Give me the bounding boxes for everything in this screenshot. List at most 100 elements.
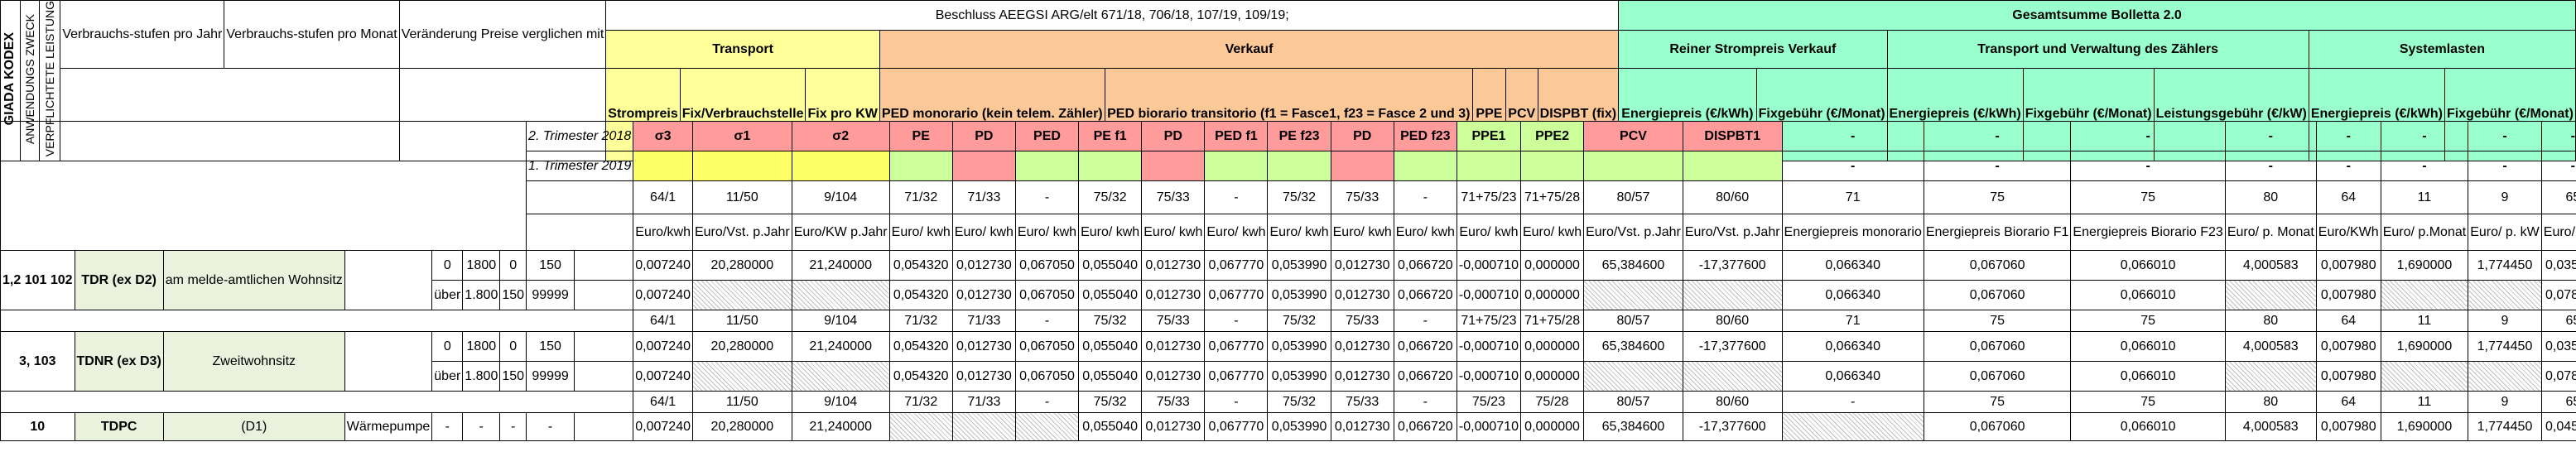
code-cell: 80 [2224, 310, 2317, 332]
unit-cell: Euro/KWh [2315, 214, 2381, 251]
value-cell: 0,012730 [1330, 412, 1394, 441]
value-cell: 0,053990 [1267, 412, 1331, 441]
value-cell [691, 361, 792, 392]
value-cell: 0,007240 [633, 280, 693, 310]
von-kwh-monat: 150 [499, 361, 527, 392]
blank-cell [574, 412, 634, 441]
value-cell: 0,067050 [1014, 361, 1080, 392]
value-cell: 0,012730 [1141, 412, 1206, 441]
code-cell: 11 [2380, 180, 2469, 214]
value-cell: 0,054320 [888, 250, 953, 281]
code-row: 64/1 11/50 9/104 71/32 71/33-75/32 75/33-75/3… [1, 180, 2576, 214]
table-row: 1,2 101 102 TDR (ex D2) am melde-amtlichen… [0, 250, 2576, 310]
value-cell [791, 361, 890, 392]
period-value: PED [1014, 121, 1080, 151]
code-cell: 75/33 [1330, 310, 1394, 332]
period-value: PCV [1583, 121, 1683, 151]
code-cell: 75 [1923, 180, 2072, 214]
code-cell: 80/57 [1583, 310, 1683, 332]
bis-kwh-jahr: 1.800 [462, 280, 501, 310]
value-cell: 0,053990 [1267, 361, 1331, 392]
value-cell: 65,384600 [1583, 331, 1683, 362]
value-cell [2224, 361, 2317, 392]
blank-cell [574, 280, 634, 310]
value-cell: 0,067060 [1923, 280, 2072, 310]
value-cell: 20,280000 [691, 250, 792, 281]
value-cell: 0,012730 [951, 280, 1016, 310]
value-cell [791, 280, 890, 310]
verbrauch-monat-header: Verbrauchs-stufen pro Monat [224, 0, 400, 69]
code-cell: 80/60 [1682, 310, 1783, 332]
unit-cell: Euro/Vst. p.Jahr [691, 214, 792, 251]
table-row: 3, 103 TDNR (ex D3) Zweitwohnsitz 0 1800 0 150… [0, 331, 2576, 392]
code-cell: 75 [2070, 310, 2226, 332]
code-cell: 71/33 [951, 180, 1016, 214]
code-row: 64/1 11/50 9/104 71/32 71/33-75/32 75/33-75/3… [0, 310, 2576, 332]
unit-cell: Euro/ kwh [1519, 214, 1585, 251]
value-cell: 0,066720 [1393, 412, 1457, 441]
period-value [691, 151, 792, 181]
group-code: 3, 103 [0, 331, 75, 392]
period-value: σ3 [633, 121, 693, 151]
unit-cell: Euro/ kwh [888, 214, 953, 251]
value-cell [1682, 280, 1783, 310]
value-cell: 0,053990 [1267, 280, 1331, 310]
period-value [1456, 151, 1521, 181]
value-cell: 0,067770 [1204, 331, 1269, 362]
value-cell: 1,690000 [2380, 412, 2469, 441]
period-value [1078, 151, 1143, 181]
code-cell: 80/57 [1583, 391, 1683, 413]
value-cell: 0,000000 [1519, 361, 1585, 392]
unit-row: Euro/kwh Euro/Vst. p.Jahr Euro/KW p.Jahr Eu… [1, 214, 2576, 251]
value-cell: 0,055040 [1078, 412, 1143, 441]
code-cell: 11/50 [691, 391, 792, 413]
period-value: σ1 [691, 121, 792, 151]
value-cell: -17,377600 [1682, 412, 1783, 441]
period-value: - [2540, 151, 2576, 181]
bis-kwh-monat: 99999 [526, 280, 575, 310]
code-cell: 80/57 [1583, 180, 1683, 214]
group-leistung: Wärmepumpe [344, 412, 433, 441]
period-value: - [1923, 121, 2072, 151]
value-cell: 0,007980 [2315, 250, 2381, 281]
period-value: - [2315, 151, 2381, 181]
bis-kwh-monat: - [526, 412, 575, 441]
value-cell: 0,066340 [1781, 331, 1924, 362]
period-value: PED f1 [1204, 121, 1269, 151]
systemlasten-header: Systemlasten [2308, 30, 2576, 69]
value-cell: 21,240000 [791, 331, 890, 362]
von-kwh-monat: 0 [499, 331, 527, 362]
code-cell: 80 [2224, 180, 2317, 214]
value-cell: 21,240000 [791, 412, 890, 441]
unit-cell: Euro/ kwh [1204, 214, 1269, 251]
period-value: DISPBT1 [1682, 121, 1783, 151]
period-value [1014, 151, 1080, 181]
group-code: 10 [0, 412, 75, 441]
period-value [1519, 151, 1585, 181]
value-cell: 0,078394 [2540, 280, 2576, 310]
value-cell: 0,012730 [951, 250, 1016, 281]
unit-cell: Euro/kwh [633, 214, 693, 251]
period-label: 2. Trimester 2018 [526, 121, 634, 151]
period-value: - [2315, 121, 2381, 151]
blank-cell [0, 391, 634, 413]
unit-cell: Euro/ p.Monat [2380, 214, 2469, 251]
period-value: PE [888, 121, 953, 151]
code-cell: 80/60 [1682, 180, 1783, 214]
value-cell: 0,066720 [1393, 361, 1457, 392]
period-value: - [1781, 151, 1924, 181]
value-cell: 0,055040 [1078, 331, 1143, 362]
value-cell: 0,067770 [1204, 280, 1269, 310]
value-cell [1583, 361, 1683, 392]
blank-cell [574, 250, 634, 281]
blank-cell [0, 310, 634, 332]
value-cell: 0,012730 [1330, 250, 1394, 281]
period-value: - [2224, 151, 2317, 181]
value-cell [1014, 412, 1080, 441]
value-cell: 0,054320 [888, 280, 953, 310]
code-cell: - [1204, 180, 1269, 214]
group-zweck: Zweitwohnsitz [162, 331, 345, 392]
unit-cell: Euro/ kwh [1014, 214, 1080, 251]
unit-cell: Euro/Vst. p.Jahr [1583, 214, 1683, 251]
group-kodex: TDNR (ex D3) [74, 331, 164, 392]
